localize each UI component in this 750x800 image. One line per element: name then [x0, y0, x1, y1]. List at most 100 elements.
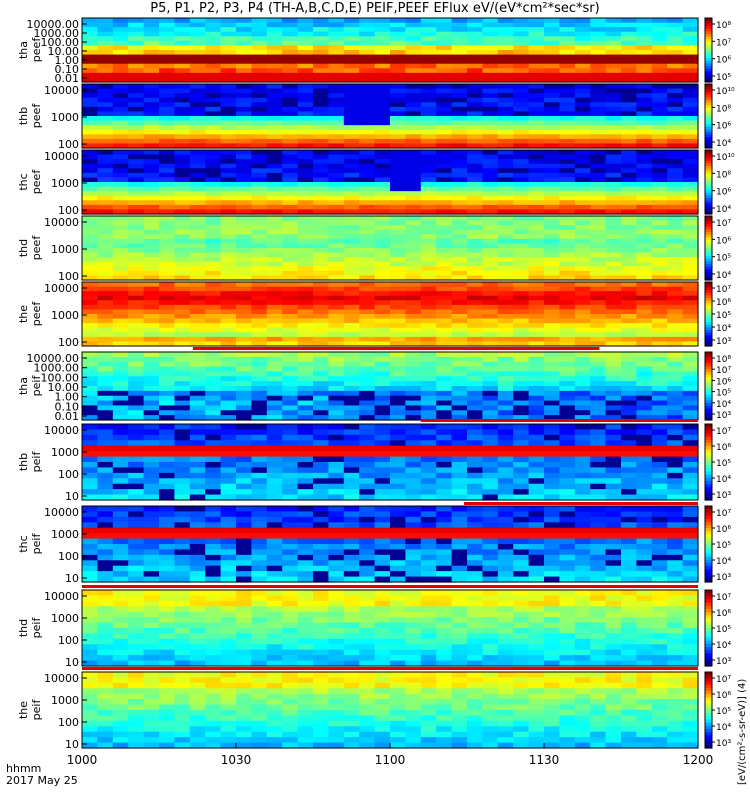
- heatmap-cell: [174, 154, 191, 160]
- heatmap-cell: [297, 18, 314, 24]
- heatmap-cell: [497, 483, 514, 490]
- heatmap-cell: [574, 154, 591, 160]
- heatmap-cell: [605, 234, 622, 240]
- heatmap-cell: [574, 291, 591, 297]
- heatmap-cell: [374, 270, 391, 277]
- heatmap-cell: [621, 472, 637, 479]
- heatmap-cell: [574, 229, 591, 235]
- heatmap-cell: [143, 440, 160, 447]
- colorbar-segment: [705, 216, 712, 220]
- heatmap-cell: [467, 97, 483, 103]
- heatmap-cell: [590, 138, 607, 145]
- heatmap-cell: [420, 97, 437, 103]
- heatmap-cell: [636, 248, 653, 254]
- heatmap-cell: [266, 168, 283, 174]
- heatmap-cell: [266, 225, 283, 231]
- heatmap-cell: [128, 229, 145, 235]
- heatmap-cell: [513, 77, 530, 83]
- heatmap-cell: [343, 415, 360, 421]
- heatmap-cell: [112, 84, 129, 90]
- heatmap-cell: [651, 478, 668, 485]
- heatmap-cell: [82, 606, 98, 613]
- heatmap-cell: [420, 143, 437, 149]
- heatmap-cell: [251, 516, 268, 523]
- heatmap-cell: [574, 106, 591, 113]
- heatmap-cell: [390, 159, 406, 165]
- heatmap-cell: [605, 467, 622, 474]
- heatmap-cell: [220, 462, 237, 469]
- panel-product-label: peif: [30, 533, 43, 555]
- heatmap-cell: [667, 261, 684, 267]
- heatmap-cell: [420, 40, 437, 47]
- heatmap-cell: [220, 111, 237, 117]
- heatmap-cell: [343, 410, 360, 416]
- colorbar-segment: [705, 121, 712, 125]
- heatmap-cell: [436, 238, 453, 245]
- heatmap-cell: [467, 478, 483, 485]
- heatmap-cell: [559, 590, 576, 597]
- heatmap-cell: [405, 282, 422, 288]
- heatmap-cell: [159, 182, 175, 188]
- y-tick-label: 100: [58, 204, 79, 217]
- heatmap-cell: [420, 376, 437, 382]
- heatmap-cell: [682, 45, 699, 51]
- heatmap-cell: [282, 77, 299, 83]
- colorbar-segment: [705, 198, 712, 202]
- heatmap-cell: [174, 390, 191, 397]
- heatmap-cell: [682, 225, 699, 231]
- heatmap-cell: [405, 462, 422, 469]
- heatmap-cell: [97, 102, 114, 108]
- heatmap-cell: [390, 361, 406, 368]
- heatmap-cell: [467, 88, 483, 94]
- heatmap-cell: [328, 143, 345, 149]
- heatmap-cell: [420, 77, 437, 83]
- heatmap-cell: [420, 88, 437, 94]
- heatmap-cell: [497, 544, 514, 551]
- heatmap-cell: [513, 410, 530, 416]
- heatmap-cell: [559, 571, 576, 578]
- heatmap-cell: [651, 554, 668, 561]
- heatmap-cell: [220, 544, 237, 551]
- heatmap-cell: [559, 366, 576, 373]
- heatmap-cell: [174, 327, 191, 333]
- heatmap-cell: [128, 195, 145, 201]
- heatmap-cell: [128, 356, 145, 363]
- heatmap-cell: [682, 154, 699, 160]
- heatmap-cell: [390, 352, 406, 358]
- heatmap-cell: [590, 549, 607, 556]
- heatmap-cell: [544, 50, 560, 56]
- heatmap-cell: [343, 576, 360, 583]
- heatmap-cell: [559, 336, 576, 343]
- heatmap-cell: [297, 77, 314, 83]
- heatmap-cell: [636, 571, 653, 578]
- heatmap-cell: [605, 18, 622, 24]
- heatmap-cell: [513, 129, 530, 135]
- heatmap-cell: [621, 252, 637, 258]
- heatmap-cell: [451, 483, 468, 490]
- heatmap-cell: [482, 195, 499, 201]
- heatmap-cell: [328, 381, 345, 387]
- heatmap-cell: [313, 291, 329, 297]
- heatmap-cell: [574, 538, 591, 545]
- heatmap-cell: [451, 252, 468, 258]
- heatmap-cell: [97, 356, 114, 363]
- heatmap-cell: [636, 182, 653, 188]
- heatmap-cell: [174, 606, 191, 613]
- heatmap-cell: [343, 456, 360, 463]
- heatmap-cell: [497, 106, 514, 113]
- heatmap-cell: [97, 220, 114, 226]
- heatmap-cell: [636, 304, 653, 311]
- heatmap-cell: [143, 489, 160, 496]
- heatmap-cell: [174, 429, 191, 436]
- heatmap-cell: [405, 429, 422, 436]
- heatmap-cell: [174, 229, 191, 235]
- heatmap-cell: [574, 390, 591, 397]
- heatmap-cell: [559, 27, 576, 33]
- heatmap-cell: [390, 27, 406, 33]
- heatmap-cell: [528, 506, 545, 513]
- heatmap-cell: [651, 295, 668, 301]
- heatmap-cell: [236, 159, 252, 165]
- heatmap-cell: [682, 571, 699, 578]
- heatmap-cell: [436, 31, 453, 37]
- heatmap-cell: [682, 18, 699, 24]
